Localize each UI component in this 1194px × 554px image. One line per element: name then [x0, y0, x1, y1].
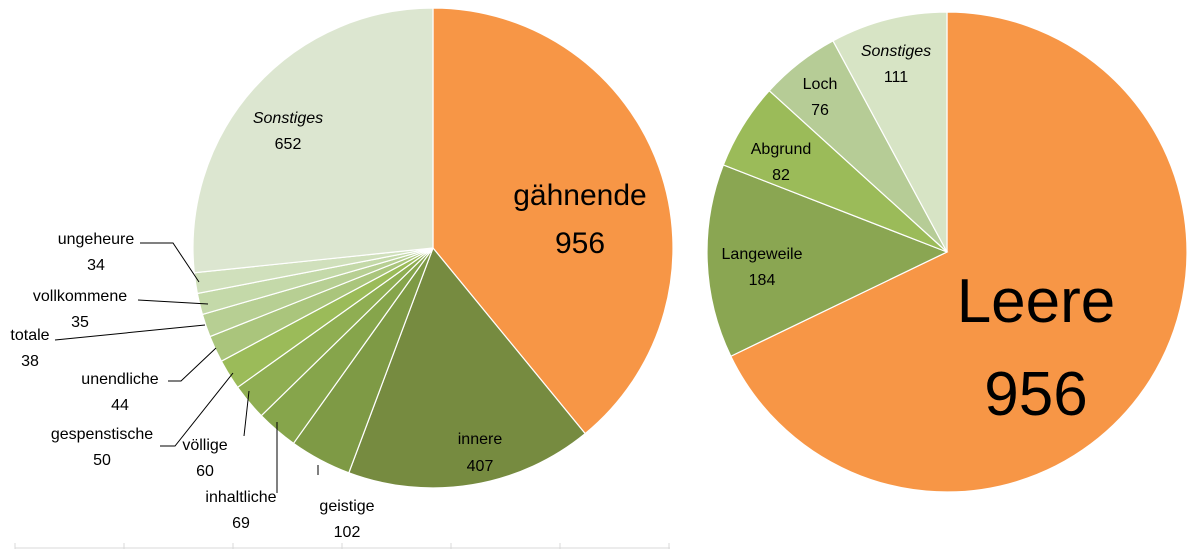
pie1-value-ungeheure: 34 — [87, 257, 105, 274]
pie1-value-sonstiges: 652 — [275, 136, 302, 153]
pie2-value-sonstiges: 111 — [884, 69, 908, 86]
pie2-label-leere: Leere — [957, 267, 1116, 336]
pie1-value-totale: 38 — [21, 353, 39, 370]
leader-line-4 — [168, 347, 217, 382]
pie1-label-innere: innere — [458, 431, 503, 448]
pie1-value-gaehnende: 956 — [555, 227, 605, 260]
pie2-label-abgrund: Abgrund — [751, 141, 812, 158]
pie1-slice-gaehnende — [432, 7, 674, 435]
pie-chart-2 — [706, 11, 1188, 493]
leader-line-6 — [243, 390, 250, 437]
pie-chart-1 — [192, 7, 674, 489]
pie1-label-vollkommene: vollkommene — [33, 288, 127, 305]
pie2-slice-leere — [730, 11, 1188, 493]
pie1-slice-innere — [348, 246, 587, 489]
pie1-value-gespenstische: 50 — [93, 452, 111, 469]
pie1-value-vollkommene: 35 — [71, 314, 89, 331]
pie1-label-unendliche: unendliche — [81, 371, 159, 388]
pie1-value-geistige: 102 — [334, 524, 361, 541]
pie1-value-inhaltliche: 69 — [232, 515, 250, 532]
pie2-value-leere: 956 — [984, 360, 1087, 429]
pie2-value-abgrund: 82 — [772, 167, 790, 184]
pie2-label-sonstiges: Sonstiges — [861, 43, 931, 60]
pie2-label-langeweile: Langeweile — [722, 246, 803, 263]
pie1-label-gaehnende: gähnende — [513, 179, 646, 212]
pie2-slice-sonstiges — [832, 11, 948, 253]
pie1-label-voellige: völlige — [182, 437, 227, 454]
leader-line-5 — [160, 372, 234, 447]
leader-line-1 — [140, 242, 200, 283]
leader-lines — [54, 242, 319, 493]
pie1-label-totale: totale — [10, 327, 49, 344]
pie1-value-unendliche: 44 — [111, 397, 129, 414]
pie1-slice-sonstiges — [192, 7, 434, 274]
pie2-value-langeweile: 184 — [749, 272, 776, 289]
pie1-label-sonstiges: Sonstiges — [253, 110, 323, 127]
pie2-value-loch: 76 — [811, 102, 829, 119]
leader-line-2 — [137, 299, 209, 305]
pie2-slice-langeweile — [706, 164, 949, 358]
axis-ticks — [14, 543, 670, 549]
leader-line-3 — [54, 324, 206, 341]
pie2-label-loch: Loch — [803, 76, 838, 93]
pie1-label-gespenstische: gespenstische — [51, 426, 153, 443]
slice-labels: gähnende 956 innere 407 geistige 102 inhaltlic… — [10, 43, 1115, 541]
pie1-label-ungeheure: ungeheure — [58, 231, 135, 248]
pie1-value-innere: 407 — [467, 458, 494, 475]
pie1-value-voellige: 60 — [196, 463, 214, 480]
pie1-label-geistige: geistige — [319, 498, 374, 515]
pie1-label-inhaltliche: inhaltliche — [205, 489, 276, 506]
